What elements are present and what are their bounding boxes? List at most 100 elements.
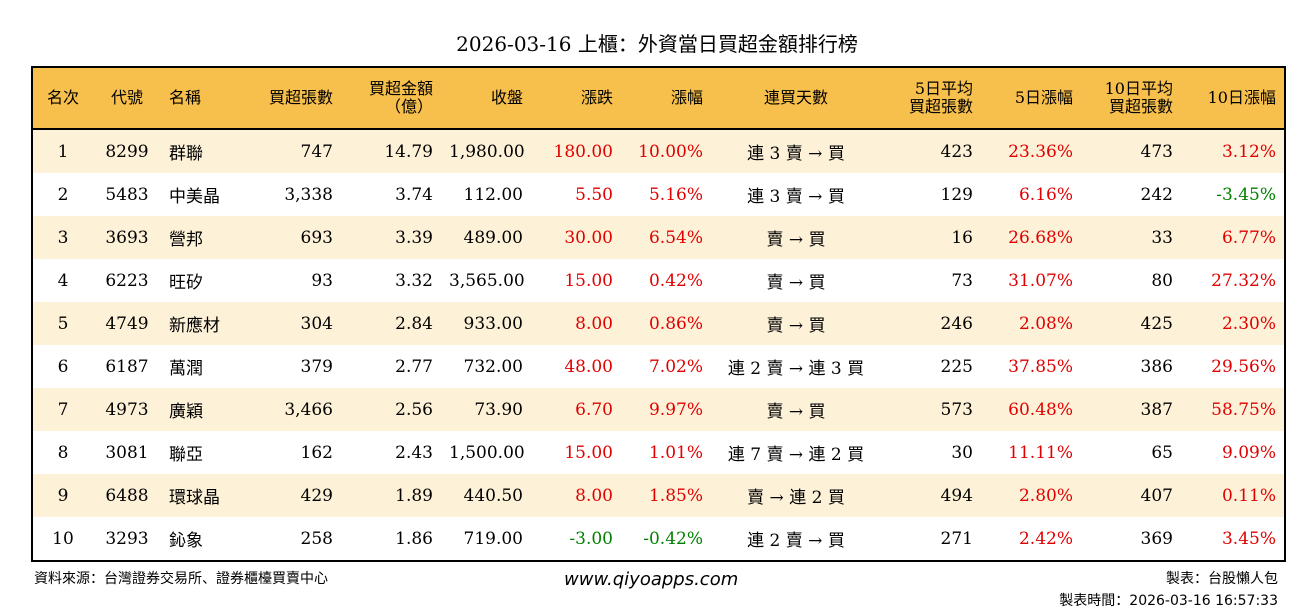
table-cell: 2: [57, 184, 69, 205]
table-cell: 2.80%: [981, 474, 1081, 517]
table-cell: 聯亞: [169, 445, 203, 465]
column-header: 漲跌: [531, 67, 621, 130]
column-header: 代號: [93, 67, 161, 130]
table-cell: 6.70: [531, 388, 621, 431]
table-cell: 2.56: [341, 388, 441, 431]
column-header: 買超金額 （億）: [341, 67, 441, 130]
table-cell: 573: [881, 388, 981, 431]
table-cell: 0.11%: [1181, 474, 1285, 517]
table-cell: 10.00%: [621, 129, 711, 173]
table-cell: 225: [940, 356, 973, 377]
made-time: 製表時間：2026-03-16 16:57:33: [1059, 593, 1278, 609]
table-cell: -3.00: [569, 528, 613, 549]
table-cell: 3,565.00: [449, 270, 525, 291]
table-cell: 1,500.00: [449, 442, 525, 463]
table-cell: 賣 → 買: [711, 388, 881, 431]
table-cell: 8: [57, 442, 69, 463]
table-cell: 連 2 賣 → 買: [747, 531, 845, 551]
column-header: 連買天數: [711, 67, 881, 130]
column-header: 5日漲幅: [981, 67, 1081, 130]
table-cell: 9.09%: [1221, 442, 1276, 463]
table-cell: 2.42%: [1018, 528, 1073, 549]
column-header: 10日平均 買超張數: [1081, 67, 1181, 130]
table-cell: 8.00: [531, 474, 621, 517]
table-cell: 2.30%: [1181, 302, 1285, 345]
table-cell: 3.45%: [1221, 528, 1276, 549]
table-cell: 387: [1081, 388, 1181, 431]
ranking-table: 名次 代號 名稱 買超張數 買超金額 （億） 收盤 漲跌 漲幅 連買天數 5日平均 買超張數 5日漲幅 1…: [31, 66, 1286, 562]
table-cell: 8.00: [531, 302, 621, 345]
table-cell: 6223: [105, 270, 149, 291]
table-row: 2 5483 中美晶 3,338 3.74 112.00 5.50 5.16% 連 3 賣 → …: [32, 173, 1285, 216]
table-cell: 1.85%: [621, 474, 711, 517]
table-row: 5 4749 新應材 304 2.84 933.00 8.00 0.86% 賣 → 買 246 2.…: [32, 302, 1285, 345]
table-cell: 27.32%: [1211, 270, 1276, 291]
table-cell: 48.00: [564, 356, 613, 377]
table-cell: 7.02%: [648, 356, 703, 377]
table-cell: 112.00: [463, 184, 523, 205]
table-cell: 31.07%: [1008, 270, 1073, 291]
column-header: 買超張數: [241, 67, 341, 130]
table-cell: 258: [300, 528, 333, 549]
table-cell: 3.32: [395, 270, 433, 291]
table-cell: 3081: [105, 442, 149, 463]
table-cell: 386: [1140, 356, 1173, 377]
table-cell: 15.00: [564, 442, 613, 463]
table-cell: 新應材: [161, 302, 241, 345]
table-cell: 180.00: [531, 129, 621, 173]
table-cell: 26.68%: [981, 216, 1081, 259]
table-cell: 6.54%: [621, 216, 711, 259]
table-cell: 23.36%: [981, 129, 1081, 173]
table-cell: 246: [881, 302, 981, 345]
table-cell: 719.00: [463, 528, 523, 549]
table-cell: 425: [1081, 302, 1181, 345]
table-cell: 73.90: [441, 388, 531, 431]
table-cell: 489.00: [441, 216, 531, 259]
table-row: 6 6187 萬潤 379 2.77 732.00 48.00 7.02% 連 2 賣 → 連 …: [32, 345, 1285, 388]
table-cell: 環球晶: [161, 474, 241, 517]
table-cell: 379: [300, 356, 333, 377]
table-cell: 3293: [105, 528, 149, 549]
table-cell: 9: [32, 474, 93, 517]
table-cell: 鈊象: [169, 531, 203, 551]
table-row: 7 4973 廣穎 3,466 2.56 73.90 6.70 9.97% 賣 → 買 573 60…: [32, 388, 1285, 431]
table-cell: 連 3 賣 → 買: [747, 187, 845, 207]
table-cell: 369: [1140, 528, 1173, 549]
table-cell: 58.75%: [1181, 388, 1285, 431]
table-cell: 1,980.00: [441, 129, 531, 173]
table-cell: 473: [1081, 129, 1181, 173]
table-cell: 3: [32, 216, 93, 259]
table-cell: 6187: [105, 356, 149, 377]
header-row: 名次 代號 名稱 買超張數 買超金額 （億） 收盤 漲跌 漲幅 連買天數 5日平均 買超張數 5日漲幅 1…: [32, 67, 1285, 130]
table-cell: 494: [881, 474, 981, 517]
website-link[interactable]: www.qiyoapps.com: [564, 569, 739, 590]
table-cell: 廣穎: [161, 388, 241, 431]
table-cell: 6.16%: [1018, 184, 1073, 205]
table-cell: 30: [951, 442, 973, 463]
table-cell: 6488: [93, 474, 161, 517]
table-cell: 5483: [105, 184, 149, 205]
table-cell: 693: [241, 216, 341, 259]
column-header: 漲幅: [621, 67, 711, 130]
column-header: 收盤: [441, 67, 531, 130]
table-cell: 242: [1140, 184, 1173, 205]
table-cell: 933.00: [441, 302, 531, 345]
table-cell: 30.00: [531, 216, 621, 259]
table-cell: 5: [32, 302, 93, 345]
table-cell: 33: [1081, 216, 1181, 259]
table-cell: 連 7 賣 → 連 2 買: [727, 445, 865, 465]
table-cell: 11.11%: [1008, 442, 1073, 463]
table-row: 8 3081 聯亞 162 2.43 1,500.00 15.00 1.01% 連 7 賣 → …: [32, 431, 1285, 474]
table-cell: 2.84: [341, 302, 441, 345]
table-cell: 0.42%: [648, 270, 703, 291]
table-cell: 0.86%: [621, 302, 711, 345]
table-body: 1 8299 群聯 747 14.79 1,980.00 180.00 10.00% 連 3 賣…: [32, 129, 1285, 561]
table-cell: 3,466: [241, 388, 341, 431]
table-cell: 賣 → 連 2 買: [711, 474, 881, 517]
table-cell: 5.50: [575, 184, 613, 205]
table-cell: 93: [311, 270, 333, 291]
table-cell: 440.50: [441, 474, 531, 517]
table-cell: 2.77: [395, 356, 433, 377]
data-source: 資料來源：台灣證券交易所、證券櫃檯買賣中心: [34, 571, 328, 587]
